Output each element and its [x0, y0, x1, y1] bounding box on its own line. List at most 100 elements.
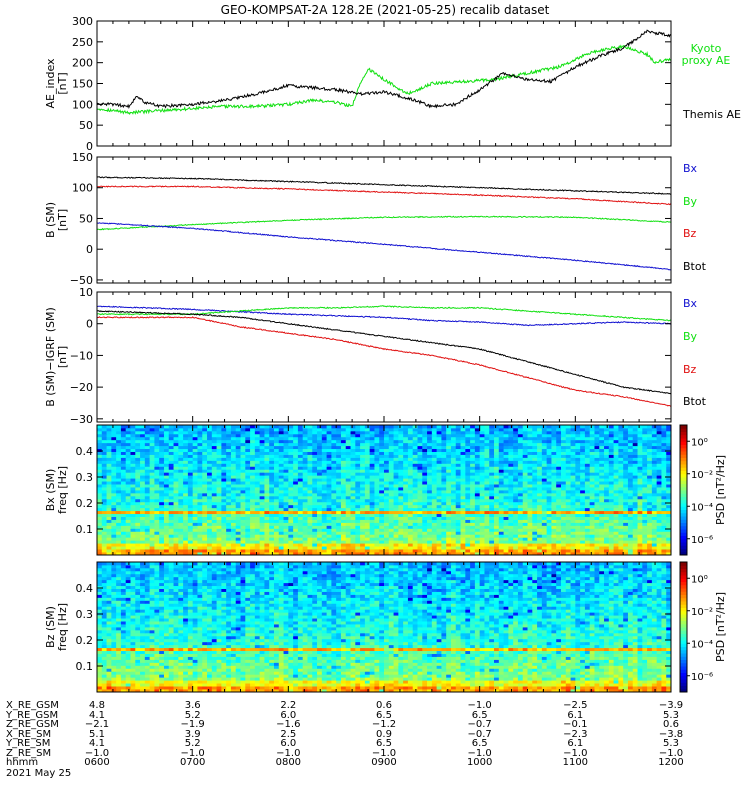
- spectrogram-cell: [101, 445, 107, 450]
- spectrogram-cell: [355, 484, 361, 488]
- spectrogram-cell: [207, 487, 213, 491]
- spectrogram-cell: [317, 484, 323, 488]
- spectrogram-cell: [604, 445, 610, 450]
- spectrogram-cell: [111, 487, 117, 491]
- spectrogram-cell: [427, 454, 433, 458]
- spectrogram-cell: [250, 495, 256, 500]
- spectrogram-cell: [245, 457, 251, 461]
- spectrogram-cell: [183, 540, 189, 544]
- spectrogram-cell: [560, 519, 567, 523]
- spectrogram-cell: [173, 454, 179, 458]
- spectrogram-cell: [264, 531, 270, 535]
- spectrogram-cell: [513, 466, 519, 470]
- spectrogram-cell: [245, 498, 251, 503]
- spectrogram-cell: [278, 439, 284, 444]
- spectrogram-cell: [273, 552, 280, 556]
- spectrogram-cell: [417, 445, 423, 450]
- spectrogram-cell: [283, 454, 289, 458]
- spectrogram-cell: [154, 510, 160, 515]
- spectrogram-cell: [608, 513, 614, 517]
- spectrogram-cell: [666, 522, 672, 526]
- spectrogram-cell: [111, 522, 117, 526]
- spectrogram-cell: [651, 540, 658, 544]
- spectrogram-cell: [269, 466, 275, 470]
- spectrogram-cell: [422, 487, 428, 491]
- spectrogram-cell: [417, 495, 423, 500]
- spectrogram-cell: [527, 519, 533, 523]
- spectrogram-cell: [608, 454, 614, 458]
- spectrogram-cell: [187, 460, 194, 464]
- spectrogram-cell: [355, 472, 361, 476]
- spectrogram-cell: [460, 469, 466, 473]
- spectrogram-cell: [350, 469, 356, 473]
- spectrogram-cell: [197, 442, 203, 447]
- spectrogram-cell: [407, 540, 414, 544]
- y-axis-label: AE_index[nT]: [44, 58, 69, 109]
- spectrogram-cell: [651, 439, 658, 444]
- spectrogram-cell: [446, 492, 452, 497]
- spectrogram-cell: [183, 525, 189, 529]
- spectrogram-cell: [116, 531, 122, 535]
- spectrogram-cell: [436, 463, 442, 467]
- spectrogram-cell: [565, 475, 571, 479]
- spectrogram-cell: [642, 522, 648, 526]
- spectrogram-cell: [120, 481, 127, 485]
- spectrogram-cell: [135, 522, 141, 526]
- spectrogram-cell: [417, 501, 423, 506]
- spectrogram-cell: [623, 525, 629, 529]
- spectrogram-cell: [183, 481, 189, 485]
- spectrogram-cell: [230, 463, 237, 467]
- spectrogram-cell: [149, 504, 155, 509]
- spectrogram-cell: [527, 481, 533, 485]
- spectrogram-cell: [340, 492, 347, 497]
- spectrogram-cell: [455, 498, 461, 503]
- spectrogram-cell: [264, 451, 270, 455]
- spectrogram-cell: [508, 513, 514, 517]
- spectrogram-cell: [403, 525, 409, 529]
- spectrogram-cell: [647, 445, 653, 450]
- spectrogram-cell: [283, 516, 289, 520]
- spectrogram-cell: [608, 451, 614, 455]
- spectrogram-cell: [297, 513, 304, 517]
- spectrogram-cell: [273, 543, 280, 547]
- spectrogram-cell: [116, 519, 122, 523]
- spectrogram-cell: [484, 513, 490, 517]
- spectrogram-cell: [130, 472, 136, 476]
- spectrogram-cell: [527, 534, 533, 538]
- spectrogram-cell: [556, 522, 562, 526]
- spectrogram-cell: [407, 484, 414, 488]
- spectrogram-cell: [465, 478, 471, 482]
- spectrogram-cell: [407, 478, 414, 482]
- spectrogram-cell: [604, 552, 610, 556]
- spectrogram-cell: [154, 454, 160, 458]
- spectrogram-cell: [494, 522, 500, 526]
- spectrogram-cell: [97, 454, 103, 458]
- spectrogram-cell: [307, 498, 313, 503]
- spectrogram-cell: [235, 522, 241, 526]
- spectrogram-cell: [384, 552, 390, 556]
- spectrogram-cell: [546, 504, 552, 509]
- spectrogram-cell: [541, 460, 548, 464]
- spectrogram-cell: [111, 492, 117, 497]
- spectrogram-cell: [479, 528, 485, 532]
- spectrogram-cell: [163, 507, 170, 512]
- spectrogram-cell: [613, 492, 619, 497]
- spectrogram-cell: [513, 537, 519, 541]
- spectrogram-cell: [618, 457, 624, 461]
- spectrogram-cell: [427, 528, 433, 532]
- spectrogram-cell: [384, 451, 390, 455]
- spectrogram-cell: [350, 501, 356, 506]
- spectrogram-cell: [570, 469, 576, 473]
- spectrogram-cell: [537, 448, 543, 452]
- spectrogram-cell: [250, 501, 256, 506]
- spectrogram-cell: [403, 466, 409, 470]
- spectrogram-cell: [460, 543, 466, 547]
- spectrogram-cell: [317, 445, 323, 450]
- spectrogram-cell: [436, 478, 442, 482]
- spectrogram-cell: [293, 490, 299, 494]
- spectrogram-cell: [532, 454, 538, 458]
- spectrogram-cell: [407, 510, 414, 515]
- spectrogram-cell: [517, 525, 524, 529]
- spectrogram-cell: [556, 492, 562, 497]
- spectrogram-cell: [546, 501, 552, 506]
